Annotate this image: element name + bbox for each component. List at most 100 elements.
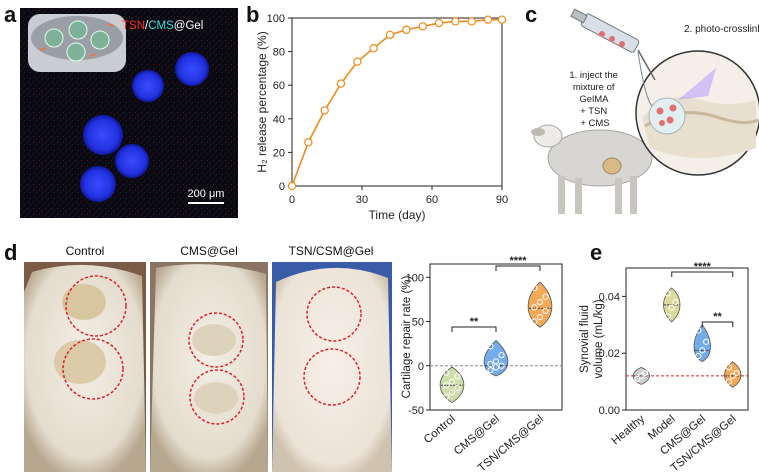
data-point xyxy=(542,307,549,314)
cartilage-photos xyxy=(24,262,392,472)
data-point xyxy=(434,18,444,28)
x-tick-label: Healthy xyxy=(610,413,648,447)
scale-bar-label: 200 μm xyxy=(188,188,225,200)
data-point xyxy=(487,360,494,368)
syringe-icon xyxy=(570,8,656,107)
photo-control xyxy=(24,262,146,472)
data-point xyxy=(492,364,500,371)
data-point xyxy=(542,293,549,300)
data-point xyxy=(536,313,544,321)
plot-frame xyxy=(429,263,563,411)
y-axis-label: Synovial fluid xyxy=(579,305,591,373)
gel-dish-inset xyxy=(28,14,126,72)
significance-label: ** xyxy=(470,316,479,328)
significance-label: **** xyxy=(509,255,527,267)
data-point xyxy=(353,57,362,66)
microsphere xyxy=(132,70,164,102)
defect-marker xyxy=(189,369,245,425)
data-point xyxy=(725,364,733,371)
data-point xyxy=(729,372,736,380)
y-axis-label: Cartilage repair rate (%) xyxy=(401,275,413,398)
defect-marker xyxy=(188,312,244,368)
data-point xyxy=(638,372,645,380)
significance-bracket xyxy=(495,265,541,271)
y-tick-label: 100 xyxy=(406,272,424,284)
significance-label: ** xyxy=(713,311,722,323)
y-tick-label: 50 xyxy=(412,317,424,329)
data-point xyxy=(492,358,500,365)
joint-magnified-view xyxy=(635,50,759,176)
y-tick-label: 0 xyxy=(418,361,424,373)
series-line xyxy=(291,18,502,187)
microsphere xyxy=(115,144,149,178)
panel-d-label: d xyxy=(4,240,18,265)
sheep-illustration xyxy=(531,124,653,214)
data-point xyxy=(467,17,476,26)
y-tick-label: 0.00 xyxy=(599,405,620,417)
step1-label: 1. inject the mixture of GelMA + TSN + C… xyxy=(569,70,620,129)
y-tick-label: 20 xyxy=(273,147,285,159)
data-point xyxy=(725,378,733,385)
x-tick-label: Control xyxy=(422,413,458,446)
data-point xyxy=(369,44,378,53)
data-point xyxy=(733,369,740,377)
data-point xyxy=(304,138,313,147)
data-point xyxy=(451,17,460,26)
fluorescence-image: TSN/CMS@Gel 200 μm xyxy=(20,8,238,218)
data-point xyxy=(664,290,672,297)
photo-cms-gel xyxy=(150,262,268,472)
violin-tsn-cms-gel xyxy=(724,361,742,388)
data-point xyxy=(702,338,710,345)
significance-bracket xyxy=(701,321,734,327)
y-tick-label: 40 xyxy=(273,114,285,126)
microsphere xyxy=(80,166,116,202)
fluorescence-svg: TSN/CMS@Gel 200 μm xyxy=(20,8,238,218)
panel-a-label: a xyxy=(4,2,17,27)
data-point xyxy=(443,382,450,389)
data-point xyxy=(672,298,679,306)
data-point xyxy=(634,375,641,382)
x-tick-label: 60 xyxy=(426,194,438,206)
y-tick-label: 80 xyxy=(273,47,285,59)
plot-frame xyxy=(291,17,503,187)
data-point xyxy=(531,284,538,291)
data-point xyxy=(641,369,649,377)
data-point xyxy=(454,373,461,380)
microsphere xyxy=(175,52,209,86)
step2-label: 2. photo-crosslinking xyxy=(684,24,759,35)
data-point xyxy=(487,343,494,350)
uv-light-beam xyxy=(678,38,725,100)
data-point xyxy=(531,318,538,325)
data-point xyxy=(695,352,702,360)
data-point xyxy=(443,393,450,400)
y-tick-label: 100 xyxy=(267,13,285,25)
data-point xyxy=(498,352,505,359)
data-point xyxy=(695,327,702,334)
significance-bracket xyxy=(451,326,497,332)
panel-c-label: c xyxy=(525,2,538,27)
photo-tsn-csm-gel xyxy=(272,262,392,472)
data-point xyxy=(664,313,672,320)
data-point xyxy=(443,369,450,376)
panel-e-label: e xyxy=(590,240,603,265)
photo-title-tsn-csm-gel: TSN/CSM@Gel xyxy=(288,244,374,258)
panel-b-label: b xyxy=(246,2,260,27)
photo-title-cms-gel: CMS@Gel xyxy=(180,244,238,258)
y-tick-label: 0.04 xyxy=(599,291,620,303)
y-tick-label: -50 xyxy=(408,405,424,417)
photo-title-control: Control xyxy=(65,244,105,258)
data-point xyxy=(448,378,456,385)
data-point xyxy=(487,367,494,374)
x-tick-label: 0 xyxy=(289,194,295,206)
x-axis-label: Time (day) xyxy=(369,208,426,222)
legend-text: TSN/CMS@Gel xyxy=(122,20,203,32)
data-point xyxy=(531,304,538,311)
data-point xyxy=(498,362,505,369)
y-axis-label: volume (mL/kg) xyxy=(593,299,605,378)
y-tick-label: 60 xyxy=(273,80,285,92)
defect-marker xyxy=(65,275,127,337)
significance-bracket xyxy=(671,271,734,277)
plot-frame xyxy=(625,267,749,411)
